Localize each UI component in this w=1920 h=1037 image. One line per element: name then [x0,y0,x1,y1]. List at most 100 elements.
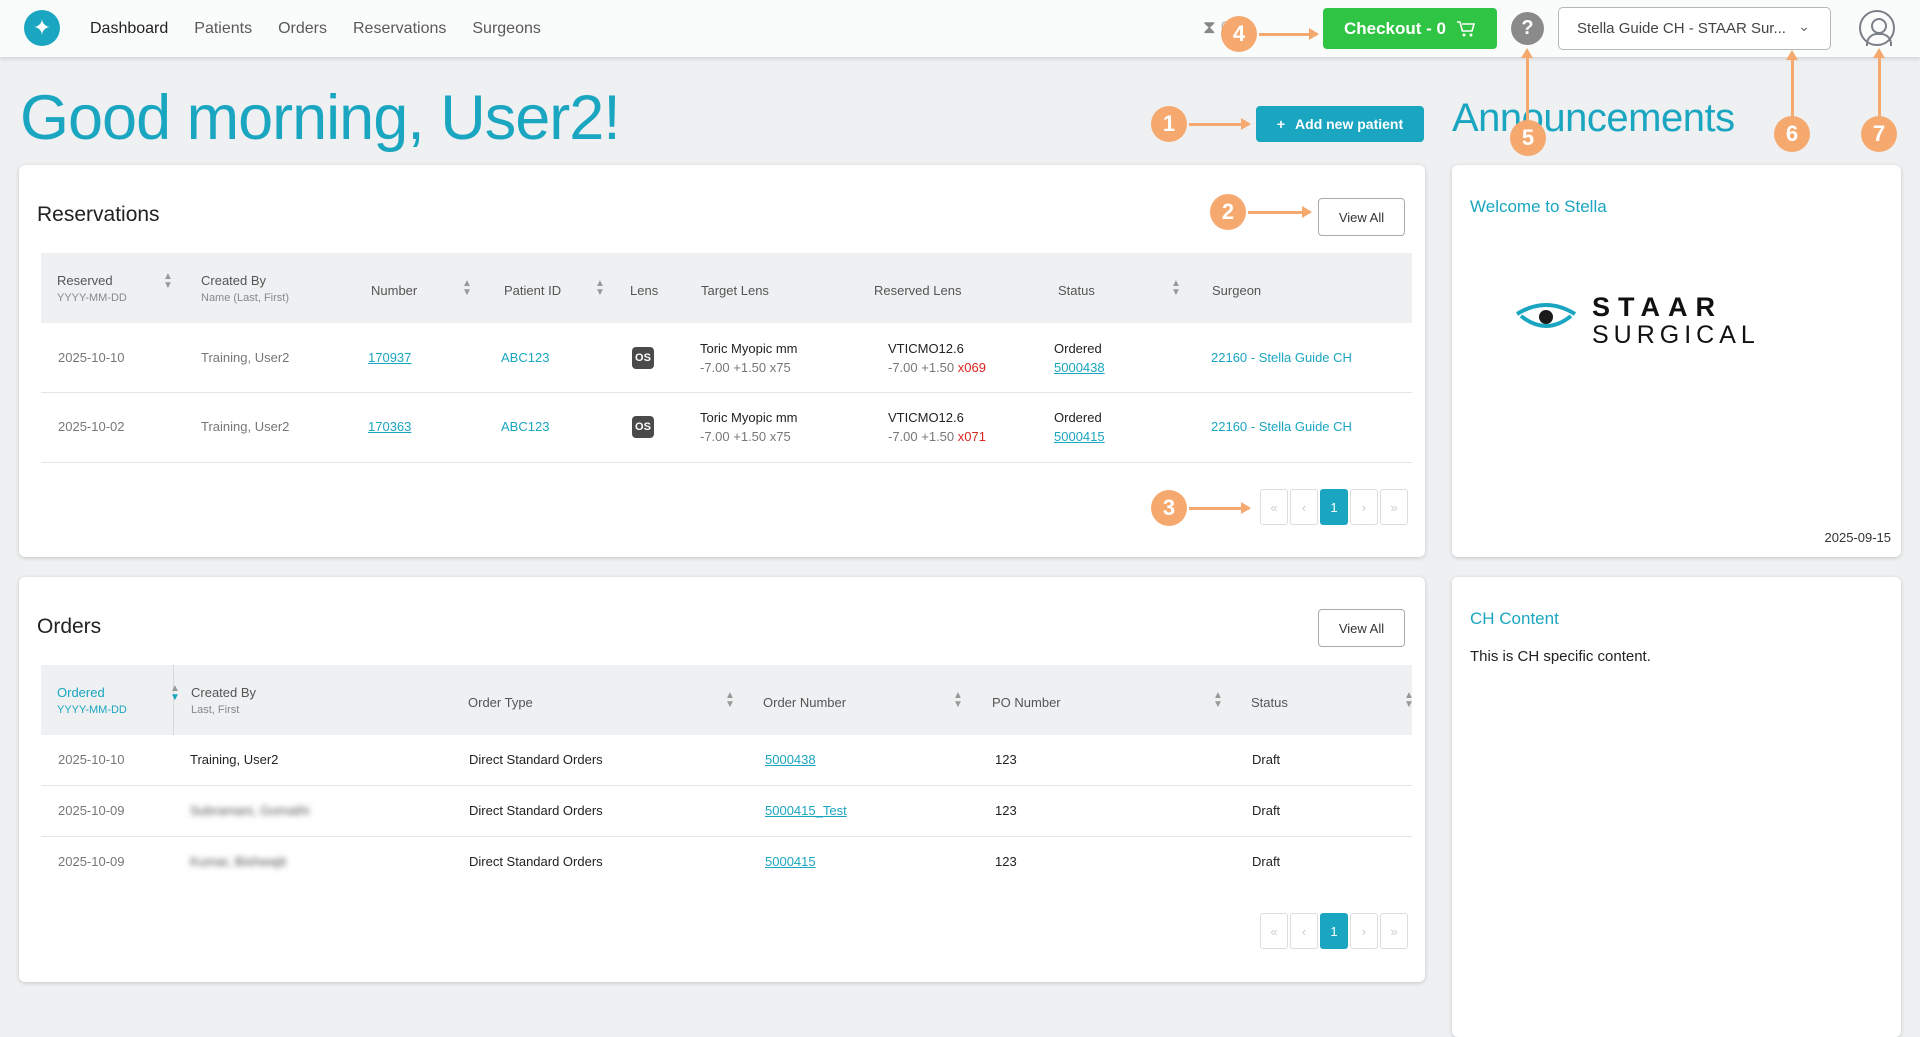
sort-reserved-icon[interactable]: ▲ ▼ [163,271,173,291]
pager-next[interactable]: › [1350,489,1378,525]
pager-last[interactable]: » [1380,489,1408,525]
order-number-link[interactable]: 5000415 [765,854,816,869]
orders-view-all-button[interactable]: View All [1318,609,1405,647]
callout-1: 1 [1151,106,1187,142]
cell-created-by: Training, User2 [201,350,290,365]
sort-po-number-icon[interactable]: ▲ ▼ [1213,690,1223,710]
callout-6: 6 [1774,116,1810,152]
callout-arrow [1248,206,1312,218]
th-status[interactable]: Status [1058,283,1095,298]
star-logo-icon[interactable]: ✦ [24,10,60,46]
nav-reservations[interactable]: Reservations [353,19,447,37]
th-created-by: Created By Last, First [191,685,257,716]
user-account-icon[interactable] [1859,10,1895,46]
pager-page[interactable]: 1 [1320,913,1348,949]
order-number-link[interactable]: 5000415_Test [765,803,847,818]
sort-status-icon[interactable]: ▲ ▼ [1171,278,1181,298]
pager-next[interactable]: › [1350,913,1378,949]
status-order-link[interactable]: 5000438 [1054,360,1105,375]
cell-reserved: 2025-10-02 [58,419,125,434]
pager-first[interactable]: « [1260,913,1288,949]
surgeon-link[interactable]: 22160 - Stella Guide CH [1211,350,1352,365]
th-created-by: Created By Name (Last, First) [201,273,290,304]
cell-ordered: 2025-10-09 [58,854,125,869]
reservation-number-link[interactable]: 170363 [368,419,412,434]
hourglass-icon: ⧗08 [1203,17,1237,38]
nav-dashboard[interactable]: Dashboard [90,19,169,37]
announcement-title[interactable]: Welcome to Stella [1470,197,1607,216]
reserved-lens-axis: x069 [957,360,986,375]
nav-patients[interactable]: Patients [194,19,253,37]
main-nav: Dashboard Patients Orders Reservations S… [90,0,541,57]
orders-card: Orders View All Ordered YYYY-MM-DD ▲ ▼ Cre… [19,577,1425,982]
sort-number-icon[interactable]: ▲ ▼ [462,278,472,298]
th-lens: Lens [630,283,659,298]
pager-prev[interactable]: ‹ [1290,489,1318,525]
pager-prev[interactable]: ‹ [1290,913,1318,949]
target-lens-spec: -7.00 +1.50 x75 [700,360,791,375]
pager-page[interactable]: 1 [1320,489,1348,525]
cell-created-by: Subramani, Gomathi [190,803,310,818]
callout-2: 2 [1210,194,1246,230]
surgeon-link[interactable]: 22160 - Stella Guide CH [1211,419,1352,434]
announcement-body: This is CH specific content. [1470,648,1651,665]
announcement-card: CH Content This is CH specific content. [1452,577,1901,1037]
reservation-number-link[interactable]: 170937 [368,350,412,365]
orders-pagination: « ‹ 1 › » [1260,913,1408,949]
help-icon[interactable]: ? [1511,12,1544,45]
table-row[interactable]: 2025-10-10 Training, User2 Direct Standa… [41,735,1412,786]
sort-order-number-icon[interactable]: ▲ ▼ [953,690,963,710]
plus-icon: + [1276,116,1286,132]
table-row: 2025-10-02 Training, User2 170363 ABC123… [41,393,1412,463]
reserved-lens-name: VTICMO12.6 [888,341,964,356]
cell-status: Draft [1252,854,1281,869]
checkout-button[interactable]: Checkout - 0 [1323,8,1497,49]
th-surgeon: Surgeon [1212,283,1262,298]
status-order-link[interactable]: 5000415 [1054,429,1105,444]
chevron-down-icon: ⌄ [1798,18,1810,34]
cell-po-number: 123 [995,854,1017,869]
announcement-title[interactable]: CH Content [1470,609,1559,628]
sort-ordered-icon[interactable]: ▲ ▼ [170,683,180,703]
sort-order-type-icon[interactable]: ▲ ▼ [725,690,735,710]
th-order-number[interactable]: Order Number [763,695,847,710]
top-navbar: ✦ Dashboard Patients Orders Reservations… [0,0,1920,57]
order-number-link[interactable]: 5000438 [765,752,816,767]
callout-arrow [1521,48,1533,122]
cell-ordered: 2025-10-09 [58,803,125,818]
cell-po-number: 123 [995,752,1017,767]
site-select[interactable]: Stella Guide CH - STAAR Sur... ⌄ [1558,7,1831,50]
nav-orders[interactable]: Orders [278,19,327,37]
patient-id-link[interactable]: ABC123 [501,419,550,434]
cell-po-number: 123 [995,803,1017,818]
th-status[interactable]: Status [1251,695,1288,710]
th-number[interactable]: Number [371,283,418,298]
announcements-title: Announcements [1452,96,1735,140]
callout-arrow [1786,50,1798,118]
patient-id-link[interactable]: ABC123 [501,350,550,365]
pager-last[interactable]: » [1380,913,1408,949]
nav-surgeons[interactable]: Surgeons [472,19,541,37]
th-order-type[interactable]: Order Type [468,695,533,710]
th-reserved-lens: Reserved Lens [874,283,962,298]
pager-first[interactable]: « [1260,489,1288,525]
staar-eye-logo-icon [1515,303,1577,328]
cell-order-type: Direct Standard Orders [469,752,603,767]
th-ordered[interactable]: Ordered YYYY-MM-DD [57,685,127,716]
cell-status: Draft [1252,803,1281,818]
table-row[interactable]: 2025-10-09 Kumar, Bishwajit Direct Stand… [41,837,1412,888]
table-row[interactable]: 2025-10-09 Subramani, Gomathi Direct Sta… [41,786,1412,837]
th-patient-id[interactable]: Patient ID [504,283,562,298]
cell-created-by: Training, User2 [201,419,290,434]
sort-status-icon[interactable]: ▲ ▼ [1404,690,1414,710]
callout-arrow [1873,48,1885,118]
orders-table-header: Ordered YYYY-MM-DD ▲ ▼ Created By Last, Fir… [41,665,1414,735]
reserved-lens-spec: -7.00 +1.50 x071 [888,429,986,444]
cell-order-type: Direct Standard Orders [469,854,603,869]
reservations-table-header: Reserved YYYY-MM-DD ▲ ▼ Created By Name (La… [41,253,1412,323]
th-reserved[interactable]: Reserved YYYY-MM-DD [57,273,127,304]
add-new-patient-button[interactable]: + Add new patient [1256,106,1424,142]
th-po-number[interactable]: PO Number [992,695,1061,710]
reservations-view-all-button[interactable]: View All [1318,198,1405,236]
sort-patient-id-icon[interactable]: ▲ ▼ [595,278,605,298]
